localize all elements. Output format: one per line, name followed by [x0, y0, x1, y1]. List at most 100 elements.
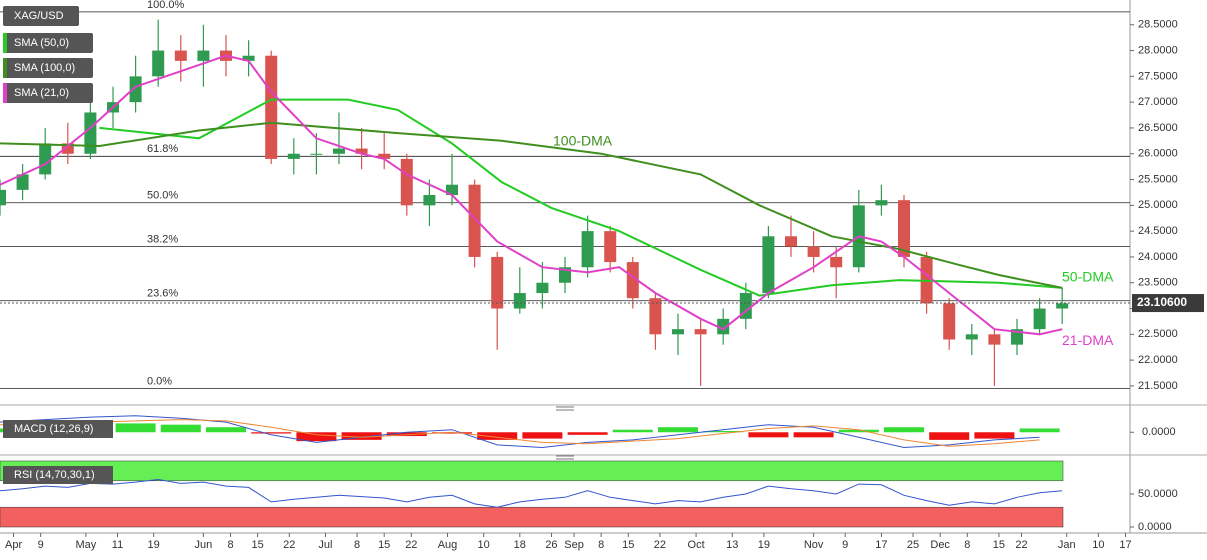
candle-body	[762, 236, 775, 294]
macd-histogram-bar	[341, 432, 382, 440]
candle-body	[468, 184, 481, 257]
last-price-box	[1132, 294, 1204, 313]
macd-histogram-bar	[929, 432, 970, 440]
sma-line	[99, 98, 1063, 297]
x-tick-label: 15	[622, 539, 634, 551]
candle-body	[61, 143, 74, 154]
candle-body	[16, 174, 29, 190]
x-tick-label: 17	[875, 539, 887, 551]
x-tick-label: 11	[112, 539, 123, 551]
candle-body	[672, 329, 684, 335]
indicator-title-box[interactable]	[3, 466, 113, 484]
macd-histogram-bar	[748, 432, 789, 438]
fib-label: 50.0%	[147, 190, 178, 202]
candle-body	[807, 246, 820, 257]
rsi-band	[0, 460, 1064, 482]
candle-body	[694, 329, 707, 335]
candle-body	[197, 50, 210, 61]
macd-histogram-bar	[160, 424, 201, 433]
legend-label: SMA (50,0)	[14, 37, 69, 49]
indicator-title-box[interactable]	[3, 420, 113, 438]
legend-box[interactable]	[3, 6, 79, 26]
macd-histogram-bar	[793, 432, 834, 438]
x-tick-label: Sep	[564, 539, 584, 551]
x-tick-label: 19	[148, 539, 160, 551]
indicator-title: RSI (14,70,30,1)	[14, 469, 95, 481]
macd-histogram-bar	[974, 432, 1015, 439]
candle-body	[333, 148, 345, 154]
x-tick-label: 22	[654, 539, 666, 551]
x-tick-label: 19	[758, 539, 770, 551]
candle-body	[174, 50, 187, 61]
candle-body	[830, 256, 843, 268]
x-tick-label: 8	[354, 539, 360, 551]
fib-label: 61.8%	[147, 143, 178, 155]
sma-line	[0, 121, 1063, 289]
x-tick-label: 18	[514, 539, 526, 551]
macd-histogram-bar	[296, 432, 337, 442]
x-tick-label: 15	[252, 539, 264, 551]
x-tick-label: 22	[405, 539, 417, 551]
candle-body	[423, 195, 436, 206]
x-tick-label: 13	[726, 539, 738, 551]
indicator-title: MACD (12,26,9)	[14, 423, 93, 435]
macd-histogram-bar	[115, 423, 156, 433]
rsi-band	[0, 506, 1064, 528]
candle-body	[1033, 308, 1046, 330]
candle-body	[717, 318, 730, 335]
candle-body	[965, 334, 978, 340]
candle-body	[39, 143, 52, 175]
fib-label: 23.6%	[147, 288, 178, 300]
legend-box[interactable]	[3, 33, 93, 53]
x-tick-label: 22	[1015, 539, 1027, 551]
x-tick-label: Jun	[195, 539, 213, 551]
x-tick-label: Aug	[438, 539, 458, 551]
x-tick-label: 10	[478, 539, 490, 551]
y-tick-label: 25.5000	[1138, 173, 1178, 185]
fib-label: 0.0%	[147, 375, 172, 387]
macd-histogram-bar	[703, 431, 744, 433]
macd-histogram-bar	[612, 429, 653, 433]
x-tick-label: Oct	[688, 539, 705, 551]
panel-handle[interactable]	[556, 406, 574, 411]
candle-body	[988, 334, 1001, 345]
candle-body	[491, 256, 504, 309]
y-tick-label: 22.0000	[1138, 354, 1178, 366]
candle-body	[446, 184, 458, 196]
y-tick-label: 28.0000	[1138, 44, 1178, 56]
legend-box[interactable]	[3, 58, 93, 78]
macd-histogram-bar	[432, 432, 472, 434]
candle-body	[581, 231, 594, 268]
macd-histogram-bar	[477, 432, 518, 440]
series-annotation: 50-DMA	[1062, 269, 1114, 285]
candle-body	[0, 189, 6, 206]
macd-histogram-bar	[838, 429, 879, 433]
sma-line	[0, 54, 1063, 336]
y-tick-label: 27.0000	[1138, 96, 1178, 108]
y-tick-label: 50.0000	[1138, 488, 1178, 500]
x-tick-label: Apr	[5, 539, 22, 551]
macd-histogram-bar	[251, 432, 292, 434]
legend-box[interactable]	[3, 83, 93, 103]
y-tick-label: 0.0000	[1142, 426, 1176, 438]
y-tick-label: 23.5000	[1138, 277, 1178, 289]
candle-body	[943, 303, 956, 340]
x-tick-label: 8	[598, 539, 604, 551]
x-tick-label: 8	[227, 539, 233, 551]
macd-histogram-bar	[658, 427, 698, 433]
last-price-label: 23.10600	[1137, 295, 1187, 309]
x-tick-label: Jan	[1058, 539, 1076, 551]
signal-line	[0, 419, 1040, 447]
candle-body	[265, 55, 278, 159]
legend-label: SMA (100,0)	[14, 62, 75, 74]
y-tick-label: 22.5000	[1138, 328, 1178, 340]
y-tick-label: 24.5000	[1138, 225, 1178, 237]
y-tick-label: 26.0000	[1138, 148, 1178, 160]
x-tick-label: 9	[38, 539, 44, 551]
y-tick-label: 26.5000	[1138, 122, 1178, 134]
panel-handle[interactable]	[556, 455, 574, 460]
x-tick-label: 22	[283, 539, 295, 551]
candle-body	[129, 76, 142, 103]
candle-body	[536, 282, 549, 294]
